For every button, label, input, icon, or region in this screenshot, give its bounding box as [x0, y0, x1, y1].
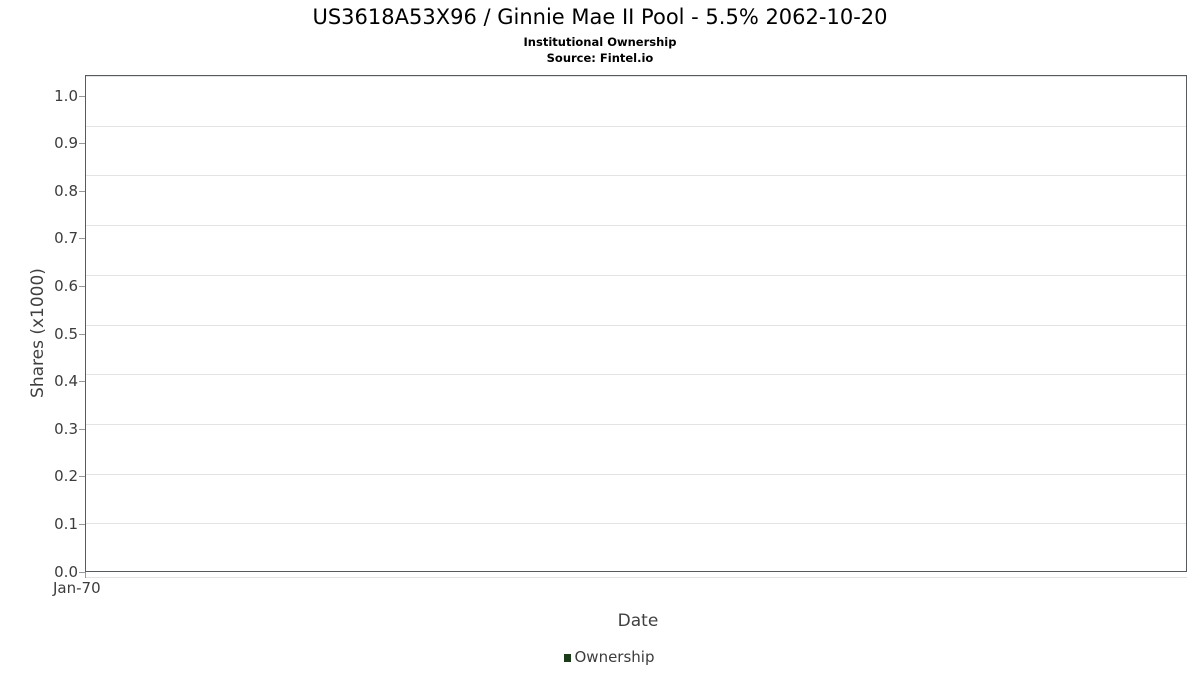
gridline [86, 225, 1186, 226]
legend-swatch-icon [563, 653, 571, 662]
y-tick-mark [79, 238, 85, 239]
chart-title: US3618A53X96 / Ginnie Mae II Pool - 5.5%… [312, 5, 888, 29]
gridline [86, 474, 1186, 475]
y-tick-mark [79, 381, 85, 382]
gridline [86, 523, 1186, 524]
y-tick-label: 0.7 [54, 229, 78, 247]
chart-subtitle: Institutional Ownership [523, 35, 677, 49]
legend-item-label: Ownership [574, 648, 655, 666]
y-tick-label: 0.3 [54, 420, 78, 438]
data-series-layer [86, 76, 1188, 573]
y-tick-mark [79, 572, 85, 573]
gridline [86, 175, 1186, 176]
plot-area[interactable] [85, 75, 1187, 572]
gridline [86, 76, 1186, 77]
x-tick-label: Jan-70 [53, 579, 101, 597]
gridline [86, 374, 1186, 375]
chart-legend: Ownership [0, 650, 1200, 665]
axis-underline [85, 577, 1187, 578]
y-tick-mark [79, 334, 85, 335]
gridline [86, 275, 1186, 276]
y-tick-label: 0.5 [54, 325, 78, 343]
y-tick-mark [79, 191, 85, 192]
gridline [86, 126, 1186, 127]
chart-source-caption: Source: Fintel.io [546, 51, 654, 65]
y-tick-label: 1.0 [54, 87, 78, 105]
y-axis-label: Shares (x1000) [28, 268, 48, 398]
y-tick-mark [79, 524, 85, 525]
gridline [86, 424, 1186, 425]
y-tick-mark [79, 429, 85, 430]
y-tick-label: 0.6 [54, 277, 78, 295]
y-tick-mark [79, 96, 85, 97]
x-tick-mark [85, 572, 86, 578]
y-tick-mark [79, 143, 85, 144]
y-tick-label: 0.4 [54, 372, 78, 390]
y-tick-label: 0.1 [54, 515, 78, 533]
y-tick-label: 0.2 [54, 467, 78, 485]
gridline [86, 325, 1186, 326]
x-axis-label: Date [617, 611, 659, 631]
y-tick-label: 0.8 [54, 182, 78, 200]
y-tick-mark [79, 476, 85, 477]
y-tick-mark [79, 286, 85, 287]
y-tick-label: 0.0 [54, 563, 78, 581]
y-tick-label: 0.9 [54, 134, 78, 152]
legend-item-ownership[interactable]: Ownership [563, 648, 655, 666]
